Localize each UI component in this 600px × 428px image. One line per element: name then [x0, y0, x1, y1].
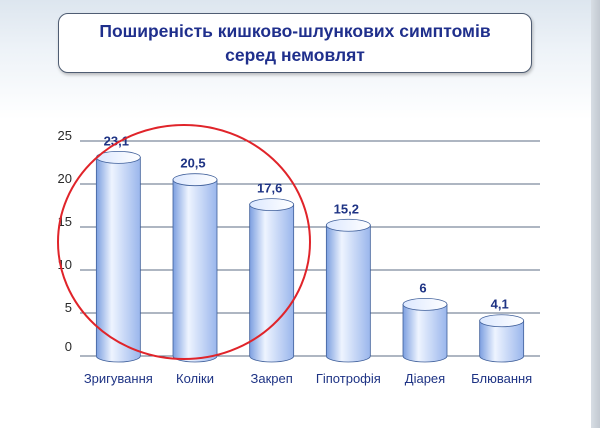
- data-label: 17,6: [257, 181, 282, 196]
- grid-lines: [80, 140, 540, 357]
- data-label: 15,2: [334, 201, 359, 216]
- category-label: Зригування: [84, 371, 153, 386]
- bar: [95, 150, 141, 363]
- category-label: Закреп: [251, 371, 293, 386]
- category-label: Гіпотрофія: [316, 371, 381, 386]
- data-labels: 23,1 20,5 17,6 15,2 6 4,1: [104, 133, 509, 311]
- bar-top: [402, 297, 448, 311]
- chart-title-box: Поширеність кишково-шлункових симптомів …: [58, 13, 532, 73]
- bars: [95, 150, 525, 363]
- category-label: Коліки: [176, 371, 214, 386]
- bar-top: [172, 173, 218, 187]
- bar-top: [479, 314, 525, 328]
- y-tick-label: 25: [58, 128, 72, 143]
- y-tick-label: 5: [65, 300, 72, 315]
- chart-title: Поширеність кишково-шлункових симптомів …: [99, 21, 491, 65]
- data-label: 23,1: [104, 133, 129, 148]
- data-label: 20,5: [180, 156, 205, 171]
- category-label: Діарея: [405, 371, 445, 386]
- bar-top: [325, 218, 371, 232]
- category-labels: Зригування Коліки Закреп Гіпотрофія Діарея Бл…: [84, 371, 532, 386]
- bar: [402, 297, 448, 363]
- bar: [249, 198, 295, 363]
- bar: [172, 173, 218, 363]
- bar-top: [249, 198, 295, 212]
- bar: [479, 314, 525, 363]
- bar: [325, 218, 371, 363]
- y-tick-label: 20: [58, 171, 72, 186]
- category-label: Блювання: [471, 371, 532, 386]
- slide-edge: [591, 0, 600, 428]
- y-tick-label: 0: [65, 339, 72, 354]
- data-label: 6: [419, 280, 426, 295]
- data-label: 4,1: [491, 297, 509, 312]
- highlight-circle: [57, 124, 311, 360]
